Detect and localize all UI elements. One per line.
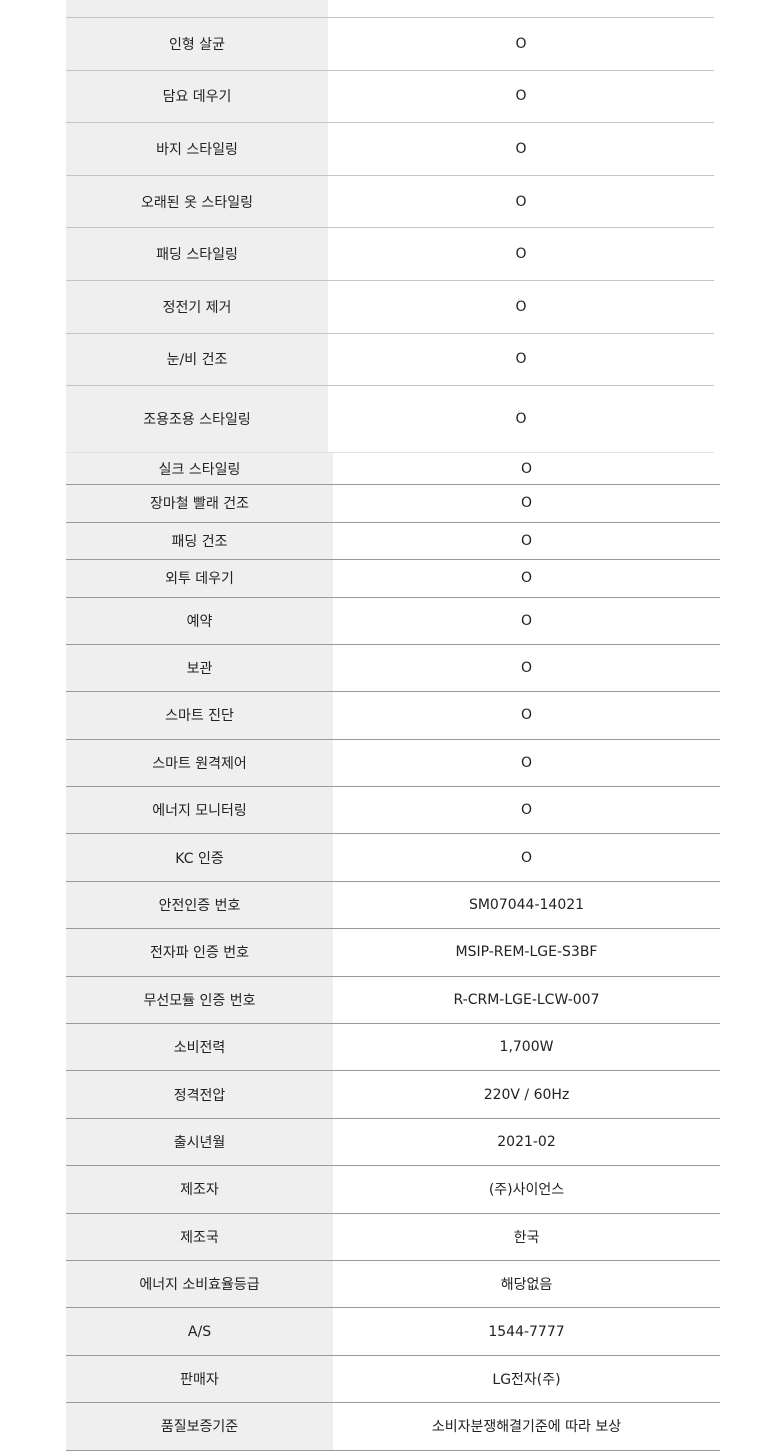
table-row: 오래된 옷 스타일링 O — [66, 175, 714, 229]
spec-label: 소비전력 — [66, 1024, 333, 1071]
spec-value: O — [520, 802, 533, 819]
spec-label: 담요 데우기 — [66, 70, 328, 123]
spec-table-features: 인형 살균 O 담요 데우기 O 바지 스타일링 O 오래된 옷 스타일링 O 패딩 스타일링 O… — [66, 0, 714, 454]
table-row: 안전인증 번호 SM07044-14021 — [66, 881, 720, 930]
spec-label: 실크 스타일링 — [66, 453, 333, 484]
spec-value: O — [520, 495, 533, 512]
spec-label: 패딩 건조 — [66, 522, 333, 559]
spec-label — [66, 0, 328, 17]
spec-value: (주)사이언스 — [488, 1182, 565, 1199]
spec-label: 보관 — [66, 644, 333, 692]
table-row: 무선모듈 인증 번호 R-CRM-LGE-LCW-007 — [66, 976, 720, 1025]
table-row: 제조국 한국 — [66, 1213, 720, 1261]
spec-value: O — [520, 612, 533, 629]
table-row: 외투 데우기 O — [66, 560, 720, 598]
spec-value: MSIP-REM-LGE-S3BF — [455, 944, 598, 961]
spec-label: 에너지 모니터링 — [66, 787, 333, 834]
spec-value: O — [515, 351, 527, 368]
spec-value: O — [520, 570, 533, 587]
spec-label: 판매자 — [66, 1355, 333, 1403]
spec-value: O — [515, 140, 527, 157]
table-row: 인형 살균 O — [66, 18, 714, 71]
spec-value: O — [515, 246, 527, 263]
table-row: 보관 O — [66, 644, 720, 693]
spec-value: R-CRM-LGE-LCW-007 — [453, 991, 600, 1008]
spec-label: 전자파 인증 번호 — [66, 929, 333, 976]
spec-value: O — [520, 707, 533, 724]
spec-value: O — [515, 35, 527, 52]
spec-value: O — [520, 660, 533, 677]
spec-label: A/S — [66, 1308, 333, 1355]
table-row: 전자파 인증 번호 MSIP-REM-LGE-S3BF — [66, 929, 720, 977]
spec-value: 220V / 60Hz — [483, 1086, 570, 1103]
spec-label: 정전기 제거 — [66, 280, 328, 333]
table-row: 품질보증기준 소비자분쟁해결기준에 따라 보상 — [66, 1403, 720, 1451]
table-row: 스마트 원격제어 O — [66, 739, 720, 788]
spec-value: 한국 — [513, 1229, 540, 1246]
spec-value — [328, 0, 714, 17]
spec-label: KC 인증 — [66, 834, 333, 881]
spec-label: 스마트 원격제어 — [66, 739, 333, 787]
spec-value: O — [520, 460, 533, 477]
spec-label: 장마철 빨래 건조 — [66, 485, 333, 522]
spec-value: 해당없음 — [500, 1277, 553, 1294]
spec-label: 품질보증기준 — [66, 1403, 333, 1450]
table-row: 에너지 모니터링 O — [66, 787, 720, 835]
spec-label: 오래된 옷 스타일링 — [66, 175, 328, 228]
table-row: 패딩 건조 O — [66, 522, 720, 560]
table-row: 정전기 제거 O — [66, 280, 714, 334]
spec-label: 조용조용 스타일링 — [66, 386, 328, 453]
table-row: 판매자 LG전자(주) — [66, 1355, 720, 1404]
spec-table-details: 실크 스타일링 O 장마철 빨래 건조 O 패딩 건조 O 외투 데우기 O 예약 O 보관 O 스마트… — [66, 453, 720, 1451]
table-row: 소비전력 1,700W — [66, 1024, 720, 1072]
table-row: KC 인증 O — [66, 834, 720, 882]
spec-label: 외투 데우기 — [66, 560, 333, 597]
table-row: 담요 데우기 O — [66, 70, 714, 124]
spec-label: 제조국 — [66, 1213, 333, 1260]
spec-value: O — [515, 411, 527, 428]
table-row: 스마트 진단 O — [66, 692, 720, 740]
spec-label: 예약 — [66, 597, 333, 644]
spec-label: 안전인증 번호 — [66, 881, 333, 929]
table-row — [66, 0, 714, 18]
spec-label: 바지 스타일링 — [66, 123, 328, 175]
spec-label: 에너지 소비효율등급 — [66, 1260, 333, 1308]
spec-value: LG전자(주) — [492, 1371, 561, 1388]
spec-value: O — [515, 298, 527, 315]
spec-label: 무선모듈 인증 번호 — [66, 976, 333, 1024]
table-row: 예약 O — [66, 597, 720, 645]
spec-value: O — [520, 849, 533, 866]
spec-value: O — [515, 88, 527, 105]
spec-value: 소비자분쟁해결기준에 따라 보상 — [431, 1419, 622, 1436]
table-row: 패딩 스타일링 O — [66, 228, 714, 281]
spec-label: 눈/비 건조 — [66, 333, 328, 386]
spec-value: 2021-02 — [497, 1133, 556, 1150]
spec-value: O — [520, 532, 533, 549]
spec-label: 스마트 진단 — [66, 692, 333, 739]
table-row: 눈/비 건조 O — [66, 333, 714, 387]
table-row: 출시년월 2021-02 — [66, 1118, 720, 1167]
spec-label: 패딩 스타일링 — [66, 228, 328, 280]
table-row: 정격전압 220V / 60Hz — [66, 1071, 720, 1119]
table-row: A/S 1544-7777 — [66, 1308, 720, 1356]
spec-value: SM07044-14021 — [468, 897, 585, 914]
spec-label: 정격전압 — [66, 1071, 333, 1118]
spec-value: O — [520, 754, 533, 771]
spec-label: 인형 살균 — [66, 18, 328, 70]
table-row: 제조자 (주)사이언스 — [66, 1166, 720, 1214]
table-row: 에너지 소비효율등급 해당없음 — [66, 1260, 720, 1309]
table-row: 바지 스타일링 O — [66, 123, 714, 176]
table-row: 조용조용 스타일링 O — [66, 386, 714, 454]
table-row: 장마철 빨래 건조 O — [66, 485, 720, 523]
spec-label: 출시년월 — [66, 1118, 333, 1166]
spec-value: O — [515, 193, 527, 210]
table-row: 실크 스타일링 O — [66, 453, 720, 485]
spec-value: 1544-7777 — [488, 1323, 565, 1340]
spec-value: 1,700W — [499, 1039, 554, 1056]
spec-label: 제조자 — [66, 1166, 333, 1213]
